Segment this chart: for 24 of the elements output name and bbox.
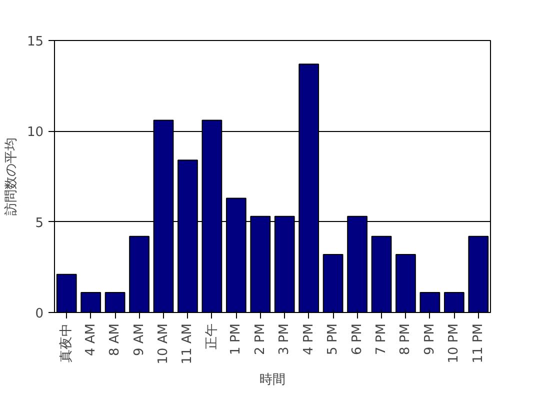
x-tick-label: 11 PM — [470, 323, 486, 364]
x-tick-label: 7 PM — [374, 323, 389, 355]
x-tick-label: 10 PM — [446, 323, 462, 364]
x-tick-label: 3 PM — [277, 323, 292, 355]
x-tick-label: 8 AM — [108, 323, 123, 356]
y-tick-label: 0 — [35, 306, 44, 322]
x-tick-label: 5 PM — [326, 323, 341, 355]
x-tick-label: 10 AM — [156, 323, 171, 364]
y-tick-label: 15 — [26, 34, 44, 50]
x-tick-label: 正午 — [204, 324, 220, 350]
x-tick-label: 6 PM — [350, 323, 365, 355]
x-axis-title: 時間 — [260, 372, 286, 388]
x-tick-label: 1 PM — [228, 323, 244, 355]
x-tick-label: 2 PM — [252, 323, 268, 355]
x-tick-label: 4 PM — [301, 323, 316, 355]
y-tick-label: 10 — [26, 125, 44, 140]
x-tick-label: 11 AM — [180, 323, 196, 364]
x-tick-label: 真夜中 — [58, 324, 74, 362]
y-axis-title: 訪問数の平均 — [4, 138, 19, 216]
x-tick-label: 9 PM — [422, 323, 438, 355]
x-tick-label: 9 AM — [132, 323, 147, 356]
x-tick-label: 8 PM — [398, 323, 414, 355]
y-tick-label: 5 — [35, 216, 44, 231]
x-tick-label: 4 AM — [83, 323, 98, 356]
